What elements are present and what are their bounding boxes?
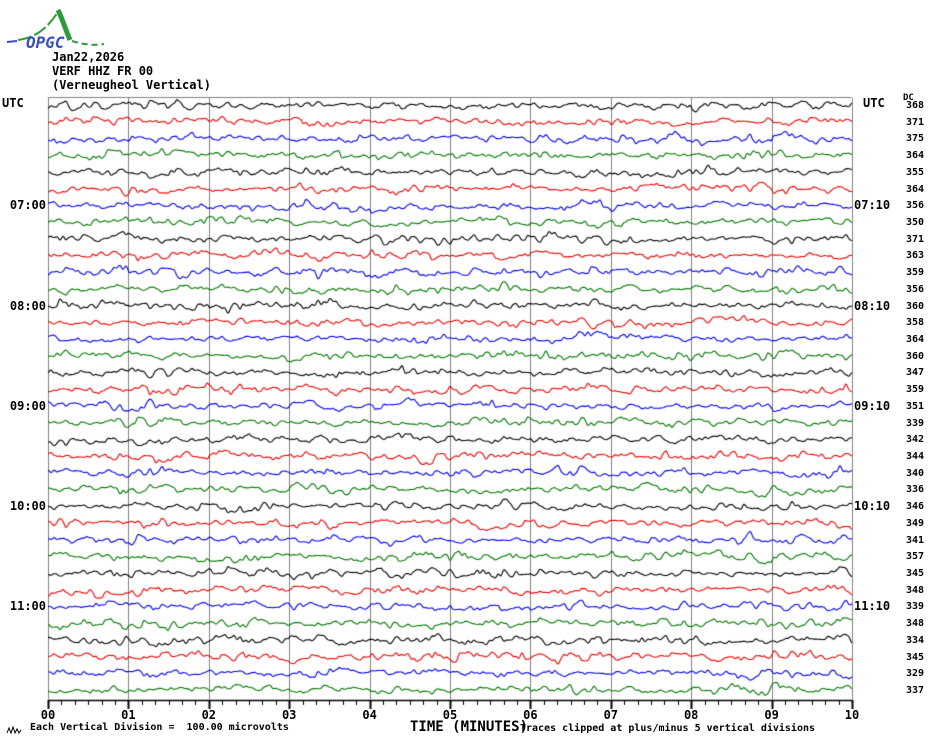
dc-value: 329	[905, 668, 924, 680]
hour-label-right: 09:10	[854, 398, 891, 413]
dc-column-header: DC	[903, 93, 914, 103]
dc-value: 358	[905, 317, 924, 329]
header-location: (Verneugheol Vertical)	[52, 78, 211, 92]
dc-value: 359	[905, 384, 924, 396]
dc-value: 350	[905, 217, 924, 228]
logo-curve-rise	[17, 11, 59, 41]
dc-value: 357	[905, 551, 924, 563]
header-block: Jan22,2026 VERF HHZ FR 00 (Verneugheol V…	[52, 50, 211, 92]
x-tick-label: 00	[40, 708, 56, 722]
hour-label-left: 10:00	[9, 499, 46, 514]
dc-value: 348	[905, 618, 924, 630]
logo-text: OPGC	[26, 33, 65, 52]
x-tick-label: 06	[523, 708, 538, 722]
x-tick-label: 09	[764, 708, 779, 722]
hour-label-left: 07:00	[9, 198, 46, 213]
hour-label-right: 08:10	[854, 298, 891, 313]
dc-value: 336	[905, 484, 924, 496]
x-tick-label: 08	[683, 708, 699, 722]
dc-value: 345	[905, 568, 924, 579]
dc-value: 337	[905, 685, 924, 696]
utc-right-header: UTC	[863, 96, 885, 110]
hour-label-left: 08:00	[9, 298, 46, 313]
dc-value: 348	[905, 584, 924, 596]
dc-value: 334	[905, 634, 924, 646]
dc-value: 364	[905, 150, 924, 162]
clip-note: Traces clipped at plus/minus 5 vertical …	[520, 723, 816, 734]
dc-value: 346	[905, 501, 924, 513]
dc-value: 341	[905, 534, 924, 546]
dc-value: 363	[905, 250, 924, 262]
dc-value: 371	[905, 233, 924, 245]
dc-value: 375	[905, 133, 924, 145]
logo-dash-left	[6, 40, 18, 43]
dc-value: 355	[905, 166, 924, 178]
hour-label-left: 11:00	[9, 599, 46, 614]
dc-value: 339	[905, 601, 924, 613]
x-tick-label: 02	[201, 708, 217, 722]
dc-value: 364	[905, 334, 924, 345]
dc-value: 360	[905, 300, 924, 312]
opgc-logo: OPGC	[6, 8, 105, 52]
x-tick-label: 03	[281, 708, 297, 722]
logo-dash-right	[71, 40, 105, 46]
hour-label-left: 09:00	[9, 398, 46, 413]
dc-value: 360	[905, 350, 924, 362]
x-tick-label: 04	[362, 708, 377, 722]
dc-value: 356	[905, 283, 924, 295]
x-tick-label: 05	[442, 708, 458, 722]
utc-left-header: UTC	[2, 96, 24, 110]
dc-value: 339	[905, 417, 924, 429]
logo-curve-fall	[55, 8, 73, 41]
dc-value: 356	[905, 200, 924, 212]
dc-value: 347	[905, 367, 924, 379]
hour-label-right: 11:10	[854, 599, 891, 614]
vertical-scale-note: Each Vertical Division = 100.00 microvol…	[30, 722, 289, 733]
hour-label-right: 07:10	[854, 198, 891, 213]
hour-label-right: 10:10	[854, 499, 891, 514]
dc-value: 342	[905, 434, 924, 446]
x-tick-label: 10	[844, 708, 860, 722]
dc-value: 368	[905, 100, 924, 111]
header-station: VERF HHZ FR 00	[52, 64, 154, 78]
dc-value: 345	[905, 651, 924, 663]
dc-value: 359	[905, 267, 924, 279]
dc-value: 351	[905, 400, 924, 412]
dc-value: 340	[905, 467, 924, 479]
x-axis-title: TIME (MINUTES)	[410, 719, 529, 735]
dc-value: 364	[905, 183, 924, 195]
dc-value: 349	[905, 517, 924, 529]
x-tick-label: 07	[603, 708, 619, 722]
x-tick-label: 01	[121, 708, 136, 722]
wiggle-icon	[6, 725, 22, 735]
dc-value: 371	[905, 116, 924, 128]
dc-value: 344	[905, 451, 924, 462]
header-date: Jan22,2026	[52, 50, 125, 64]
